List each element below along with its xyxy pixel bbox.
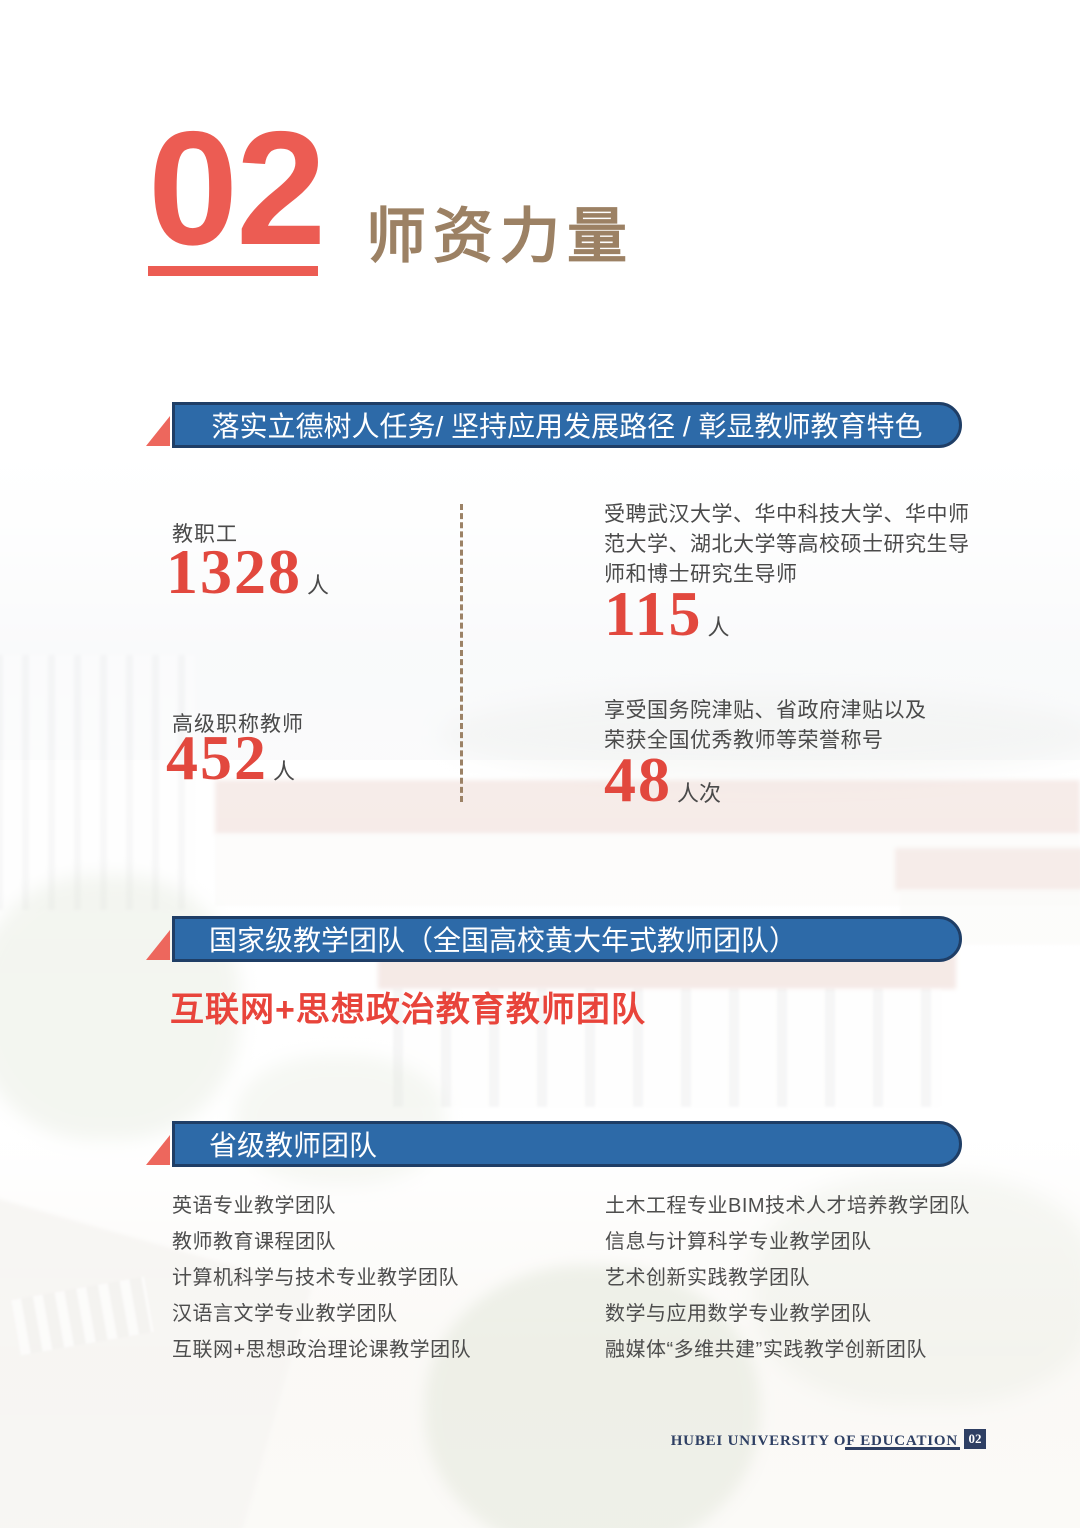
stat-value: 1328 人: [166, 540, 329, 604]
team-list-item: 汉语言文学专业教学团队: [172, 1303, 398, 1325]
stat-value: 115 人: [604, 582, 729, 646]
footer-university-name: HUBEI UNIVERSITY OF EDUCATION: [670, 1433, 958, 1449]
team-list-item: 信息与计算科学专业教学团队: [605, 1231, 872, 1253]
stats-divider: [460, 504, 463, 802]
intro-banner-text: 落实立德树人任务/ 坚持应用发展路径 / 彰显教师教育特色: [211, 411, 923, 442]
stat-unit: 人: [707, 615, 730, 640]
section-number: 02: [148, 98, 326, 279]
stat-value: 48 人次: [604, 748, 721, 812]
red-triangle-icon: [146, 930, 170, 960]
section-number-underline: [148, 266, 318, 276]
stat-unit: 人: [273, 759, 296, 784]
team-list-item: 计算机科学与技术专业教学团队: [172, 1267, 459, 1289]
stat-unit: 人: [307, 573, 330, 598]
national-team-name: 互联网+思想政治教育教师团队: [170, 991, 646, 1029]
red-triangle-icon: [146, 416, 170, 446]
provincial-team-banner-text: 省级教师团队: [209, 1130, 378, 1161]
team-list-item: 数学与应用数学专业教学团队: [605, 1303, 872, 1325]
stat-number: 115: [604, 578, 703, 649]
stat-unit: 人次: [677, 781, 722, 806]
footer-underline: [845, 1447, 960, 1450]
stat-label: 享受国务院津贴、省政府津贴以及 荣获全国优秀教师等荣誉称号: [604, 699, 927, 752]
provincial-teams-left-column: 英语专业教学团队 教师教育课程团队 计算机科学与技术专业教学团队 汉语言文学专业…: [172, 1188, 471, 1368]
national-team-banner: 国家级教学团队（全国高校黄大年式教师团队）: [172, 916, 962, 962]
provincial-teams-right-column: 土木工程专业BIM技术人才培养教学团队 信息与计算科学专业教学团队 艺术创新实践…: [605, 1188, 970, 1368]
stat-label: 受聘武汉大学、华中科技大学、华中师 范大学、湖北大学等高校硕士研究生导 师和博士…: [604, 503, 970, 586]
team-list-item: 互联网+思想政治理论课教学团队: [172, 1339, 472, 1361]
intro-banner: 落实立德树人任务/ 坚持应用发展路径 / 彰显教师教育特色: [172, 402, 962, 448]
page-title: 师资力量: [366, 203, 634, 270]
stat-number: 48: [604, 744, 672, 815]
stat-value: 452 人: [166, 726, 295, 790]
red-triangle-icon: [146, 1135, 170, 1165]
stat-label: 高级职称教师: [172, 713, 304, 736]
national-team-banner-text: 国家级教学团队（全国高校黄大年式教师团队）: [209, 925, 798, 956]
team-list-item: 英语专业教学团队: [172, 1195, 336, 1217]
provincial-team-banner: 省级教师团队: [172, 1121, 962, 1167]
team-list-item: 融媒体“多维共建”实践教学创新团队: [605, 1339, 927, 1361]
team-list-item: 教师教育课程团队: [172, 1231, 336, 1253]
team-list-item: 艺术创新实践教学团队: [605, 1267, 810, 1289]
team-list-item: 土木工程专业BIM技术人才培养教学团队: [605, 1195, 971, 1217]
stat-number: 1328: [166, 536, 302, 607]
stat-label: 教职工: [172, 523, 238, 546]
footer-page-number: 02: [964, 1429, 986, 1449]
stat-number: 452: [166, 722, 268, 793]
